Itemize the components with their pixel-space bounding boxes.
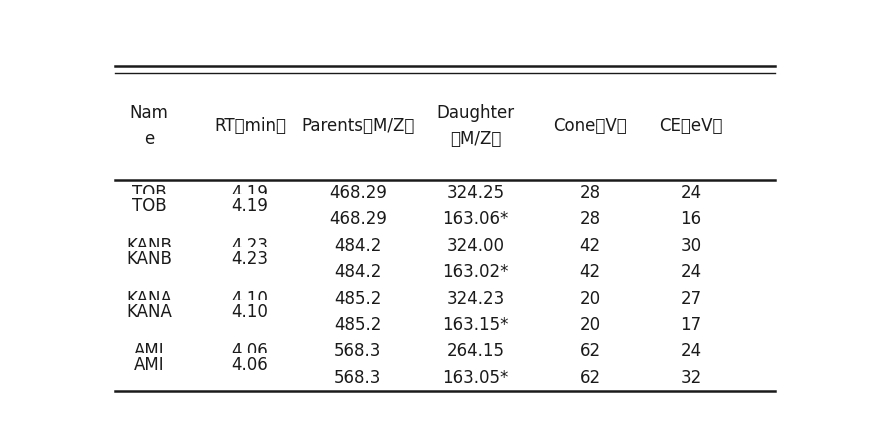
Text: 568.3: 568.3 xyxy=(334,342,381,361)
Text: 20: 20 xyxy=(580,316,600,334)
Text: KANB: KANB xyxy=(126,237,172,255)
Text: 163.02*: 163.02* xyxy=(442,263,509,281)
Text: 163.05*: 163.05* xyxy=(442,369,509,387)
Text: CE（eV）: CE（eV） xyxy=(660,117,723,135)
Text: 484.2: 484.2 xyxy=(334,263,381,281)
Text: AMI: AMI xyxy=(134,356,164,374)
Text: 163.15*: 163.15* xyxy=(442,316,509,334)
Text: 24: 24 xyxy=(680,184,702,202)
Text: 16: 16 xyxy=(680,210,702,228)
Text: 568.3: 568.3 xyxy=(334,369,381,387)
Text: 24: 24 xyxy=(680,263,702,281)
Text: 264.15: 264.15 xyxy=(447,342,505,361)
Text: 324.23: 324.23 xyxy=(447,289,505,308)
Text: 324.00: 324.00 xyxy=(447,237,505,255)
Text: RT（min）: RT（min） xyxy=(214,117,286,135)
Text: 4.23: 4.23 xyxy=(231,250,269,268)
Text: 28: 28 xyxy=(580,184,600,202)
Text: KANB: KANB xyxy=(126,250,172,268)
Text: 4.10: 4.10 xyxy=(232,289,269,308)
Text: AMI: AMI xyxy=(134,342,164,361)
Text: 20: 20 xyxy=(580,289,600,308)
Text: 484.2: 484.2 xyxy=(334,237,381,255)
Text: 4.19: 4.19 xyxy=(232,184,269,202)
Text: 32: 32 xyxy=(680,369,702,387)
Text: 28: 28 xyxy=(580,210,600,228)
Text: Parents（M/Z）: Parents（M/Z） xyxy=(302,117,415,135)
Text: TOB: TOB xyxy=(132,184,166,202)
Text: 4.06: 4.06 xyxy=(232,356,269,374)
Text: 163.06*: 163.06* xyxy=(442,210,509,228)
Text: Cone（V）: Cone（V） xyxy=(554,117,627,135)
Text: KANA: KANA xyxy=(126,303,172,321)
Text: 324.25: 324.25 xyxy=(447,184,505,202)
Text: 468.29: 468.29 xyxy=(328,210,387,228)
Text: Nam
e: Nam e xyxy=(129,104,169,148)
Text: 4.10: 4.10 xyxy=(232,303,269,321)
Text: 62: 62 xyxy=(580,369,600,387)
Text: 30: 30 xyxy=(680,237,702,255)
Text: Daughter
（M/Z）: Daughter （M/Z） xyxy=(436,104,514,148)
Text: 42: 42 xyxy=(580,237,600,255)
Text: 4.23: 4.23 xyxy=(231,237,269,255)
Text: TOB: TOB xyxy=(132,197,166,215)
Text: 468.29: 468.29 xyxy=(328,184,387,202)
Text: 27: 27 xyxy=(680,289,702,308)
Text: 4.19: 4.19 xyxy=(232,197,269,215)
Text: 17: 17 xyxy=(680,316,702,334)
Text: 4.06: 4.06 xyxy=(232,342,269,361)
Text: KANA: KANA xyxy=(126,289,172,308)
Text: 42: 42 xyxy=(580,263,600,281)
Text: 485.2: 485.2 xyxy=(334,289,381,308)
Text: 62: 62 xyxy=(580,342,600,361)
Text: 485.2: 485.2 xyxy=(334,316,381,334)
Text: 24: 24 xyxy=(680,342,702,361)
